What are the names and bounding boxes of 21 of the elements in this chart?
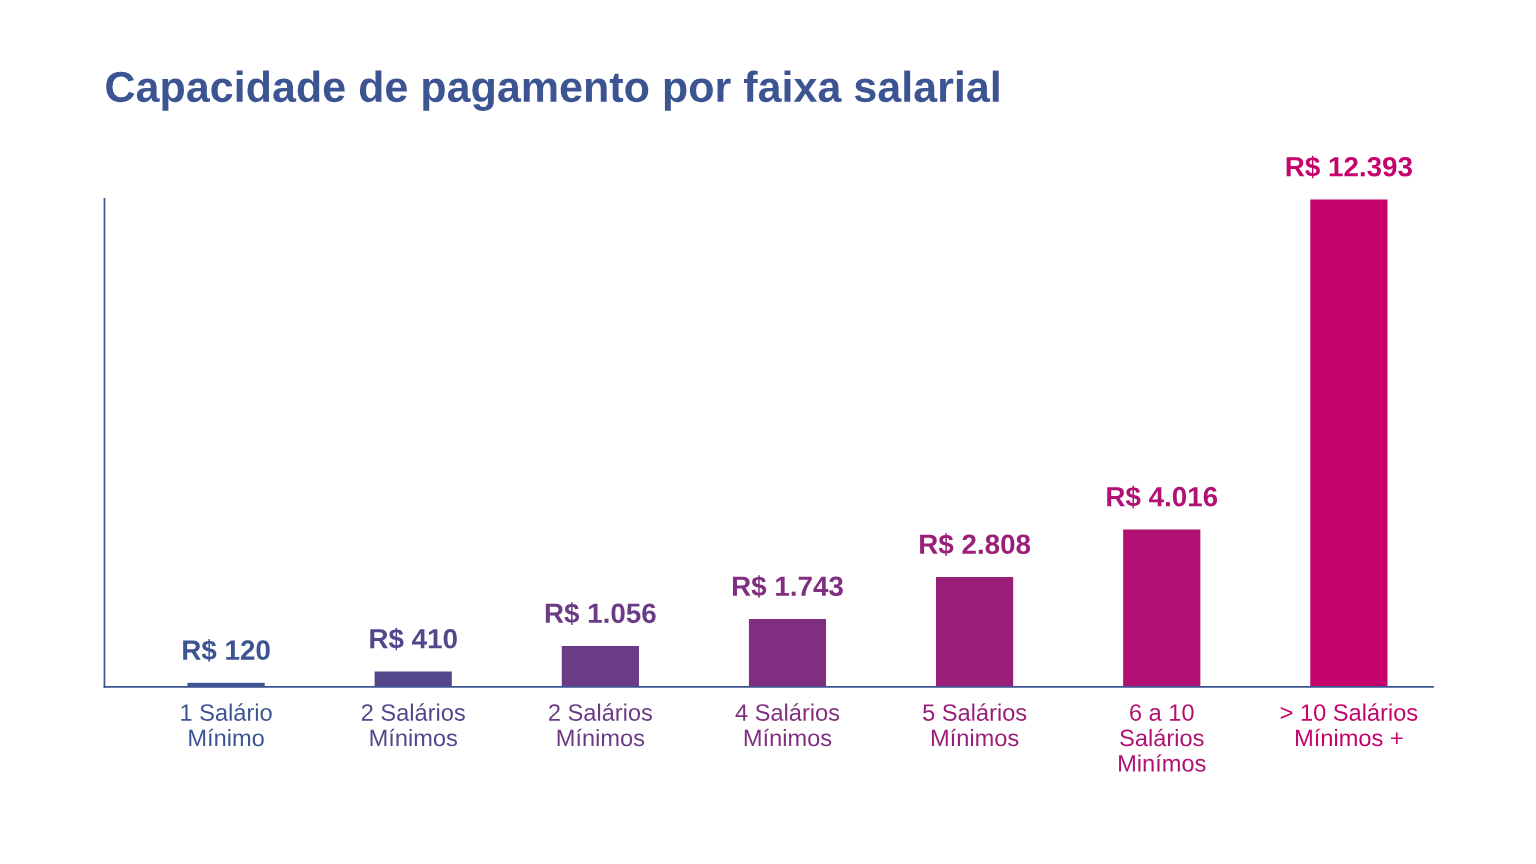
- data-label: R$ 2.808: [920, 533, 1031, 556]
- data-label: R$ 1.056: [545, 602, 656, 625]
- data-label: R$ 4.016: [1107, 485, 1218, 509]
- data-label: R$ 12.393: [1286, 155, 1412, 179]
- x-tick-label: 6 a 10 Salários Minímos: [1119, 704, 1206, 772]
- bar: [1308, 198, 1389, 687]
- chart-title: Capacidade de pagamento por faixa salarial: [106, 70, 999, 111]
- bar: [560, 644, 641, 687]
- x-tick-label: 2 Salários Mínimos: [361, 703, 465, 747]
- data-label: R$ 1.743: [732, 575, 843, 598]
- data-label: R$ 120: [183, 639, 270, 662]
- x-tick-label: 5 Salários Mínimos: [923, 703, 1027, 747]
- data-label: R$ 410: [370, 627, 457, 651]
- bar: [934, 575, 1015, 687]
- x-tick-label: 1 Salário Mínimo: [181, 703, 272, 747]
- x-tick-label: 2 Salários Mínimos: [549, 703, 652, 747]
- bar: [373, 670, 454, 687]
- x-tick-label: > 10 Salários Mínimos +: [1280, 703, 1418, 747]
- x-tick-label: 4 Salários Mínimos: [735, 703, 840, 747]
- bar: [1121, 527, 1202, 687]
- bar: [747, 617, 828, 687]
